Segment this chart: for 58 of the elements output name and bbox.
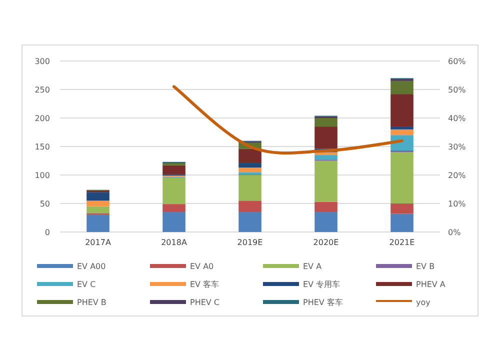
bar	[238, 168, 262, 172]
bar	[314, 160, 338, 202]
y2-tick-label: 20%	[448, 171, 466, 180]
bar	[314, 155, 338, 160]
y-tick-label: 0	[44, 228, 50, 237]
legend-label: EV B	[416, 262, 435, 271]
y-tick-label: 100	[34, 171, 50, 180]
x-tick-label: 2020E	[313, 238, 339, 247]
bar	[390, 204, 414, 214]
bar	[86, 192, 110, 201]
legend-label: EV 专用车	[303, 280, 340, 289]
legend-label: EV 客车	[190, 280, 220, 289]
y2-tick-label: 30%	[448, 142, 466, 152]
bar	[86, 214, 110, 232]
bar	[390, 214, 414, 232]
y2-tick-label: 10%	[448, 200, 466, 208]
legend-label: EV A00	[77, 262, 106, 271]
legend-label: EV A0	[190, 262, 214, 271]
legend-label: PHEV A	[416, 280, 446, 289]
x-tick-label: 2018A	[161, 238, 188, 247]
bar	[238, 163, 262, 168]
bar	[314, 126, 338, 149]
bar	[238, 148, 262, 164]
y2-tick-label: 50%	[448, 86, 466, 94]
y-tick-label: 200	[34, 114, 50, 123]
bar	[390, 126, 414, 130]
y2-tick-label: 40%	[448, 114, 466, 123]
bar	[238, 212, 262, 232]
bar	[390, 152, 414, 204]
y-tick-label: 150	[34, 142, 50, 152]
y2-tick-label: 0%	[448, 228, 462, 237]
bar	[162, 204, 186, 212]
bar	[314, 118, 338, 127]
legend-label: yoy	[416, 298, 431, 307]
y-tick-label: 300	[34, 57, 50, 66]
legend-label: PHEV C	[190, 298, 220, 307]
bar	[390, 94, 414, 127]
bar	[162, 165, 186, 174]
x-tick-label: 2017A	[85, 238, 112, 247]
x-tick-label: 2021E	[389, 238, 415, 247]
bar	[314, 212, 338, 232]
y2-tick-label: 60%	[448, 57, 466, 66]
bar	[238, 175, 262, 201]
bar	[86, 200, 110, 206]
legend-label: PHEV 客车	[303, 298, 343, 307]
x-tick-label: 2019E	[237, 238, 263, 247]
y-tick-label: 50	[40, 200, 50, 208]
bar	[162, 212, 186, 232]
y-tick-label: 250	[34, 86, 50, 94]
bar	[390, 80, 414, 94]
legend-label: EV C	[77, 280, 96, 289]
bar	[86, 206, 110, 214]
bar	[238, 200, 262, 212]
legend-label: PHEV B	[77, 298, 106, 307]
bar	[162, 178, 186, 204]
bar	[390, 129, 414, 136]
legend-label: EV A	[303, 262, 322, 271]
bar	[314, 202, 338, 212]
